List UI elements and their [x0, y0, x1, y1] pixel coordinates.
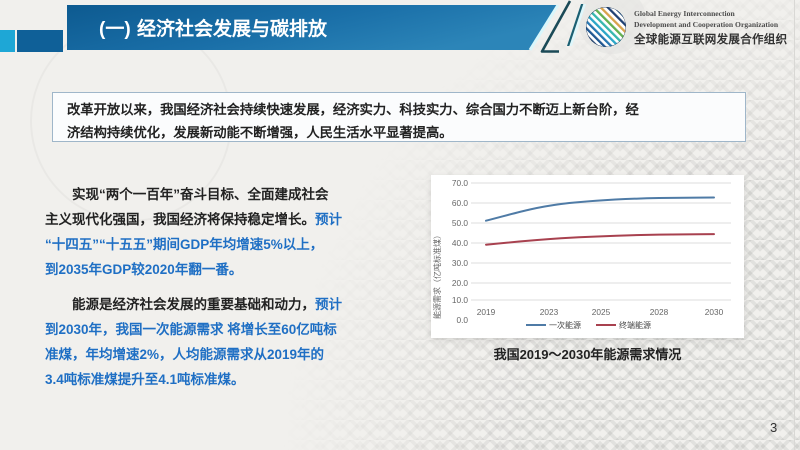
svg-text:2028: 2028 [650, 307, 669, 317]
svg-text:60.0: 60.0 [452, 198, 469, 208]
svg-text:2025: 2025 [592, 307, 611, 317]
svg-text:能源需求（亿吨标准煤）: 能源需求（亿吨标准煤） [432, 231, 442, 319]
svg-text:40.0: 40.0 [452, 238, 469, 248]
svg-text:一次能源: 一次能源 [549, 320, 581, 330]
svg-text:10.0: 10.0 [452, 295, 469, 305]
svg-text:50.0: 50.0 [452, 218, 469, 228]
svg-text:0.0: 0.0 [456, 315, 468, 325]
svg-text:70.0: 70.0 [452, 178, 469, 188]
svg-text:2023: 2023 [540, 307, 559, 317]
svg-text:20.0: 20.0 [452, 278, 469, 288]
svg-text:2030: 2030 [705, 307, 724, 317]
svg-text:终端能源: 终端能源 [619, 320, 651, 330]
svg-text:30.0: 30.0 [452, 258, 469, 268]
svg-text:2019: 2019 [477, 307, 496, 317]
